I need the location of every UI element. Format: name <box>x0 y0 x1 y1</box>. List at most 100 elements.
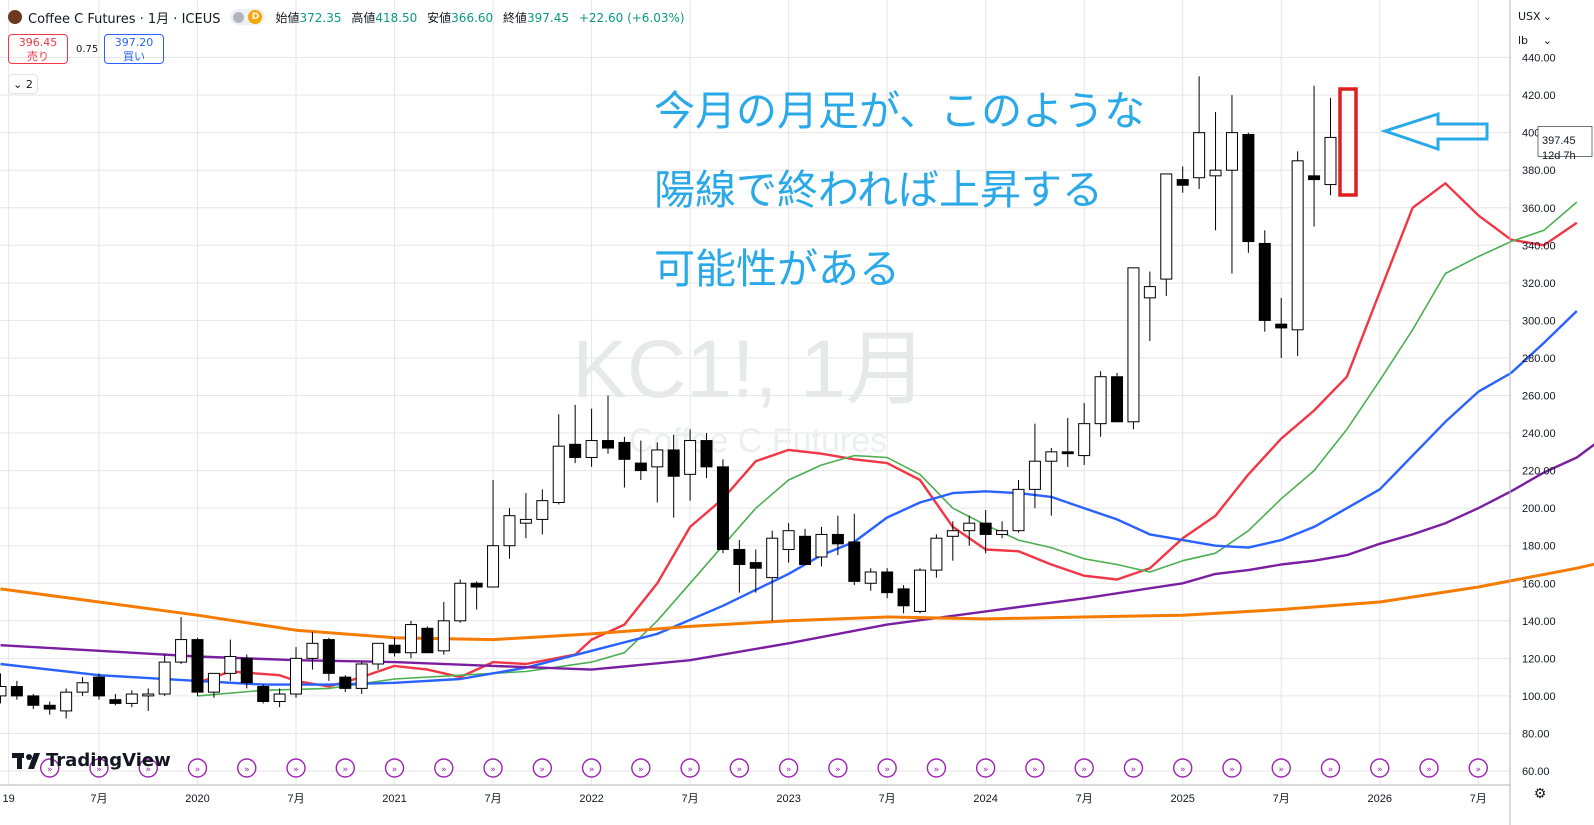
event-glyph: » <box>490 765 496 775</box>
event-glyph: » <box>835 765 841 775</box>
dividend-event-icon <box>778 758 799 778</box>
candle-body <box>487 545 500 588</box>
candle-body <box>519 518 532 524</box>
event-glyph: » <box>343 765 349 775</box>
candle-body <box>963 522 976 532</box>
dividend-event-icon <box>1468 758 1488 778</box>
unit-select[interactable]: lb ⌄ <box>1512 30 1558 52</box>
last-price-box <box>1537 126 1593 157</box>
dividend-event-icon <box>680 758 700 778</box>
price-tick-label: 120.00 <box>1522 653 1556 665</box>
candle-body <box>306 642 319 659</box>
candle-body <box>1111 376 1124 423</box>
candle-body <box>946 530 959 537</box>
candle-body <box>1094 376 1107 425</box>
candle-body <box>1242 134 1255 243</box>
event-glyph: » <box>1278 765 1284 775</box>
candle-body <box>897 588 910 607</box>
price-tick-label: 220.00 <box>1522 466 1556 478</box>
dividend-event-icon <box>483 758 503 778</box>
time-tick-label: 7月 <box>484 793 501 805</box>
event-glyph: » <box>1032 765 1038 775</box>
price-axis[interactable]: 60.00 80.00 100.00 120.00 140.00 160.00 180.00… <box>1509 0 1556 825</box>
time-axis[interactable]: 19 7月 2020 7月 2021 7月 2022 7月 2023 7月 2024 7月 2025 7月… <box>0 784 1510 805</box>
sell-button[interactable]: 396.45 売り <box>8 34 68 64</box>
delayed-badge: D <box>248 10 263 24</box>
dividend-event-icon <box>384 758 405 778</box>
visibility-toggle[interactable]: D <box>230 9 266 25</box>
price-tick-label: 80.00 <box>1522 728 1550 740</box>
candle-body <box>142 693 155 697</box>
candle-body <box>0 686 7 697</box>
dividend-event-icon <box>1172 758 1193 778</box>
candle-body <box>437 620 450 652</box>
candle-body <box>881 571 894 594</box>
event-glyph: » <box>1476 765 1482 775</box>
price-tick-label: 200.00 <box>1522 503 1556 515</box>
price-tick-label: 380.00 <box>1522 165 1556 177</box>
candle-body <box>1028 460 1041 490</box>
time-tick-label: 7月 <box>682 793 699 805</box>
event-glyph: » <box>47 765 53 775</box>
candle-body <box>602 440 614 449</box>
candle-body <box>831 533 844 545</box>
candle-body <box>996 530 1009 535</box>
price-tick-label: 440.00 <box>1522 53 1556 65</box>
tradingview-logo[interactable]: TradingView <box>12 750 171 771</box>
ohlc-values: 始値372.35 高値418.50 安値366.60 終値397.45 +22.… <box>275 9 690 26</box>
gear-icon[interactable]: ⚙ <box>1533 786 1547 802</box>
candle-body <box>257 686 270 703</box>
time-tick-label: 7月 <box>1273 793 1290 805</box>
currency-select[interactable]: USX ⌄ <box>1512 6 1558 28</box>
close-value: 397.45 <box>527 10 570 25</box>
time-tick-label: 2021 <box>382 793 406 805</box>
candle-body <box>404 624 417 654</box>
symbol-title[interactable]: Coffee C Futures · 1月 · ICEUS <box>28 11 221 27</box>
event-glyph: » <box>1328 765 1334 775</box>
time-tick-label: 2020 <box>185 793 209 805</box>
price-tick-label: 360.00 <box>1522 203 1556 215</box>
close-label: 終値 <box>503 10 528 25</box>
tradingview-logo-icon <box>12 752 40 769</box>
dividend-event-icon <box>1370 758 1390 778</box>
candle-body <box>92 676 105 697</box>
candle-body <box>667 449 680 477</box>
candle-body <box>224 655 237 674</box>
candle-body <box>1308 175 1321 181</box>
event-glyph: » <box>1180 765 1186 775</box>
candle-body <box>733 548 746 565</box>
dividend-event-icon <box>1123 758 1144 778</box>
time-tick-label: 7月 <box>90 793 107 805</box>
event-glyph: » <box>589 765 595 775</box>
buy-price: 397.20 <box>114 36 154 49</box>
candle-body <box>191 639 204 693</box>
dividend-event-icon <box>138 758 158 778</box>
time-tick-label: 19 <box>3 793 15 805</box>
time-tick-label: 2023 <box>776 793 800 805</box>
candle-body <box>503 515 516 547</box>
collapse-indicators-button[interactable]: ⌄ 2 <box>8 74 38 94</box>
bar-countdown: 12d 7h <box>1542 150 1576 162</box>
sell-label: 売り <box>27 50 49 63</box>
buy-label: 買い <box>123 50 145 63</box>
annotation-line: 可能性がある <box>654 245 900 293</box>
candle-body <box>1291 160 1304 331</box>
price-tick-label: 260.00 <box>1522 391 1556 403</box>
event-glyph: » <box>1081 765 1087 775</box>
candle-body <box>749 562 762 569</box>
event-glyph: » <box>1426 765 1432 775</box>
event-glyph: » <box>1229 765 1235 775</box>
time-tick-label: 2025 <box>1170 793 1194 805</box>
price-tick-label: 60.00 <box>1522 766 1550 778</box>
buy-button[interactable]: 397.20 買い <box>104 34 164 64</box>
moving-averages <box>0 182 1594 697</box>
dividend-event-icon <box>581 758 602 778</box>
candle-body <box>700 440 713 468</box>
candle-body <box>273 693 286 703</box>
event-glyph: » <box>244 765 250 775</box>
unit-value: lb <box>1518 34 1529 47</box>
last-price-label: 397.45 12d 7h <box>1537 126 1593 162</box>
time-tick-label: 7月 <box>1076 793 1093 805</box>
candle-body <box>1012 488 1025 532</box>
